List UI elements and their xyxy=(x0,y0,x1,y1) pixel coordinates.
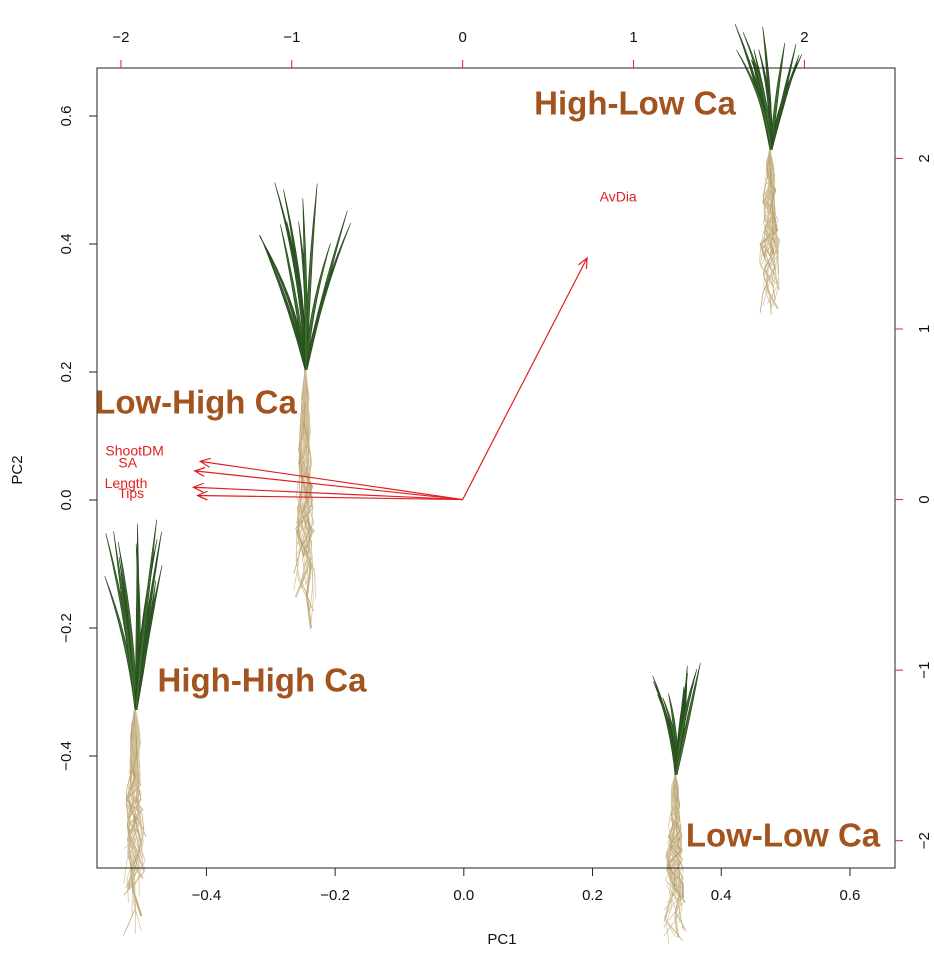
leaf xyxy=(113,531,138,711)
y2-tick-label: 2 xyxy=(916,154,933,162)
x-tick-label: 0.0 xyxy=(453,887,474,904)
root xyxy=(663,774,682,937)
y-axis-title: PC2 xyxy=(9,455,26,484)
x2-tick-label: 1 xyxy=(629,29,637,46)
leaf xyxy=(274,182,308,371)
x-tick-label: 0.6 xyxy=(840,887,861,904)
x-tick-label: 0.2 xyxy=(582,887,603,904)
loading-arrow xyxy=(198,457,463,501)
y-tick-label: 0.6 xyxy=(58,106,75,127)
y-tick-label: −0.4 xyxy=(58,741,75,771)
y2-tick-label: −2 xyxy=(916,832,933,849)
leaf xyxy=(302,198,308,371)
leaf xyxy=(304,243,331,371)
loading-label: Length xyxy=(105,475,148,491)
root xyxy=(668,774,683,878)
loading-arrow xyxy=(462,256,588,500)
annotation: High-Low Ca xyxy=(534,85,736,122)
root xyxy=(123,709,145,850)
leaf xyxy=(134,519,157,711)
loading-label: SA xyxy=(118,454,137,470)
x-tick-label: −0.4 xyxy=(192,887,222,904)
root xyxy=(131,709,143,857)
leaf xyxy=(259,235,308,371)
root xyxy=(125,709,141,889)
x2-tick-label: −1 xyxy=(283,29,300,46)
root xyxy=(125,709,147,837)
y2-tick-label: 0 xyxy=(916,495,933,503)
leaf xyxy=(304,222,351,371)
y2-tick-label: 1 xyxy=(916,325,933,333)
root xyxy=(668,774,681,932)
root xyxy=(127,709,138,890)
root xyxy=(131,709,144,918)
loading-label: Tips xyxy=(118,485,144,501)
plant-photos xyxy=(104,23,803,944)
x2-tick-label: 2 xyxy=(800,29,808,46)
loading-arrow xyxy=(193,466,463,501)
root xyxy=(768,149,779,309)
root xyxy=(759,149,775,313)
x-axis-title: PC1 xyxy=(487,931,516,948)
y-tick-label: 0.2 xyxy=(58,362,75,383)
root xyxy=(123,709,137,885)
plot-frame xyxy=(96,67,896,869)
leaf xyxy=(769,42,786,151)
leaf xyxy=(652,675,678,776)
root xyxy=(762,149,775,306)
root xyxy=(663,775,681,929)
loading-arrow xyxy=(196,490,463,501)
x-tick-label: −0.2 xyxy=(320,887,350,904)
annotation: Low-Low Ca xyxy=(686,817,881,854)
root xyxy=(297,369,311,580)
loading-label: ShootDM xyxy=(105,442,163,458)
root xyxy=(769,150,779,274)
annotation: Low-High Ca xyxy=(95,384,297,421)
root xyxy=(669,774,682,893)
root xyxy=(763,149,778,273)
x-tick-label: 0.4 xyxy=(711,887,732,904)
root xyxy=(764,149,774,235)
x2-tick-label: −2 xyxy=(112,29,129,46)
leaf xyxy=(258,234,308,371)
loading-label: AvDia xyxy=(600,188,637,204)
leaf xyxy=(769,43,797,151)
root xyxy=(759,149,776,279)
loading-arrow xyxy=(191,482,463,501)
root xyxy=(299,369,309,559)
root xyxy=(669,774,684,888)
root xyxy=(761,149,778,301)
x2-tick-label: 0 xyxy=(459,29,467,46)
root xyxy=(663,774,680,911)
y-tick-label: 0.4 xyxy=(58,234,75,255)
y-tick-label: 0.0 xyxy=(58,490,75,511)
leaf xyxy=(736,49,773,151)
y-tick-label: −0.2 xyxy=(58,613,75,643)
annotation: High-High Ca xyxy=(158,662,368,699)
root xyxy=(300,369,310,586)
leaf xyxy=(674,662,701,776)
y2-tick-label: −1 xyxy=(916,662,933,679)
root xyxy=(298,369,314,631)
